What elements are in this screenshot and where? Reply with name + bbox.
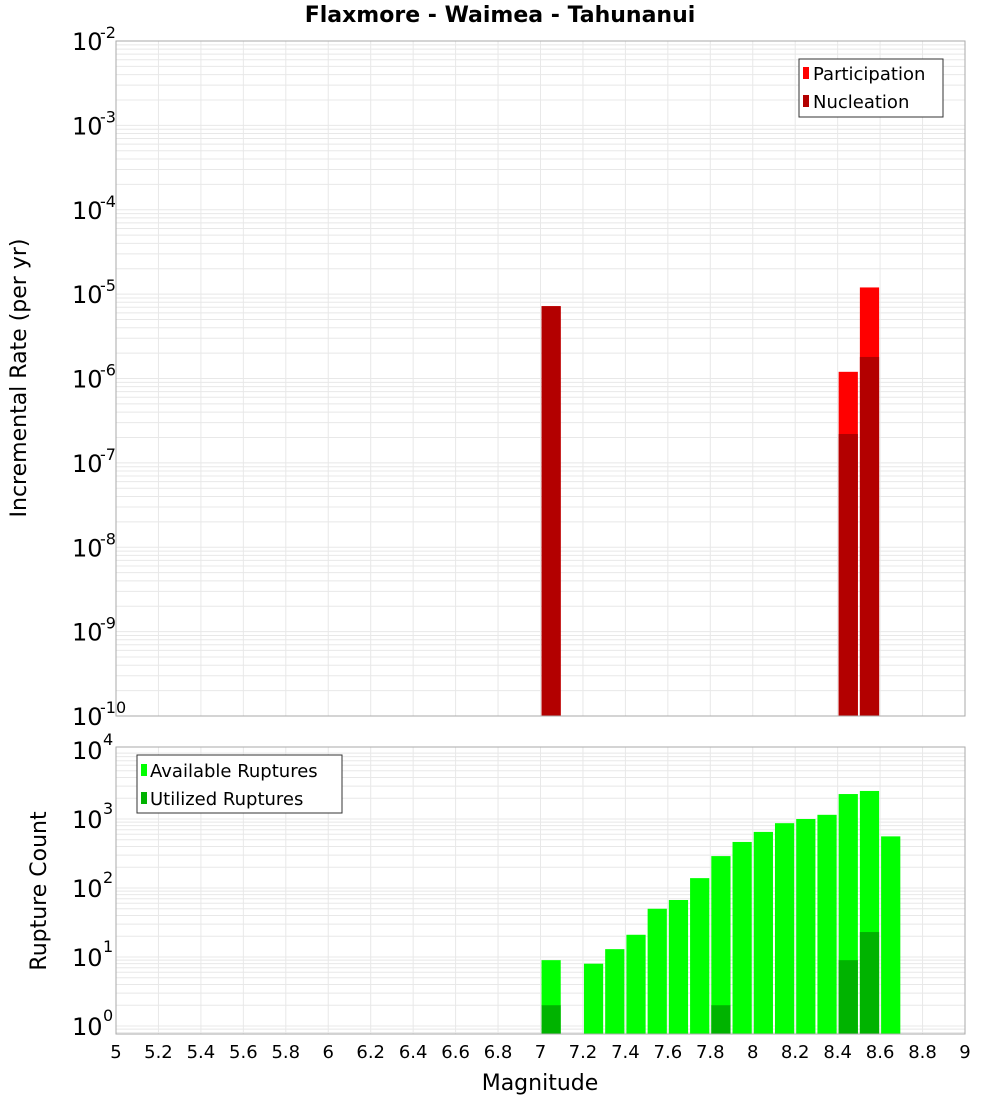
available-swatch (141, 764, 147, 776)
svg-text:10: 10 (72, 197, 103, 225)
svg-text:5.4: 5.4 (187, 1042, 216, 1063)
svg-text:6.6: 6.6 (441, 1042, 470, 1063)
svg-text:7.8: 7.8 (696, 1042, 725, 1063)
svg-text:7: 7 (535, 1042, 546, 1063)
svg-text:5.6: 5.6 (229, 1042, 258, 1063)
svg-text:10: 10 (72, 703, 103, 731)
svg-text:9: 9 (959, 1042, 970, 1063)
rupture-count-plot: 104103102101100 Rupture Count Available … (27, 730, 965, 1041)
svg-text:8.6: 8.6 (866, 1042, 895, 1063)
legend-utilized: Utilized Ruptures (150, 789, 303, 810)
svg-text:5.8: 5.8 (271, 1042, 300, 1063)
count-y-axis-label: Rupture Count (27, 811, 52, 971)
svg-text:4: 4 (103, 730, 113, 749)
x-axis-ticks: 5 5.2 5.4 5.6 5.8 6 6.2 6.4 6.6 6.8 7 7.2 7.4 7.6 7.8 8… (110, 1042, 970, 1063)
svg-text:-5: -5 (100, 276, 116, 295)
count-bar (881, 836, 900, 1034)
count-bar (839, 960, 858, 1034)
count-bar (775, 823, 794, 1034)
rate-legend: Participation Nucleation (799, 59, 943, 117)
count-bar (669, 900, 688, 1034)
count-bar (754, 832, 773, 1034)
count-bar (648, 909, 667, 1034)
rate-bar (839, 434, 858, 716)
count-bar (584, 964, 603, 1034)
svg-text:2: 2 (103, 868, 113, 887)
svg-text:5.2: 5.2 (144, 1042, 173, 1063)
rate-y-axis-label: Incremental Rate (per yr) (7, 239, 32, 518)
svg-text:6: 6 (323, 1042, 334, 1063)
x-axis-label: Magnitude (482, 1071, 599, 1096)
participation-swatch (803, 67, 809, 79)
svg-text:8.2: 8.2 (781, 1042, 810, 1063)
nucleation-swatch (803, 95, 809, 107)
count-bar (605, 949, 624, 1034)
rate-plot: 10-210-310-410-510-610-710-810-910-10 In… (7, 23, 965, 731)
svg-text:10: 10 (72, 450, 103, 478)
svg-text:10: 10 (72, 281, 103, 309)
svg-text:-2: -2 (100, 23, 116, 42)
legend-participation: Participation (813, 64, 925, 85)
svg-text:6.4: 6.4 (399, 1042, 428, 1063)
svg-text:-8: -8 (100, 529, 116, 548)
svg-text:1: 1 (103, 937, 113, 956)
svg-text:6.8: 6.8 (484, 1042, 513, 1063)
svg-text:-10: -10 (100, 698, 126, 717)
svg-text:5: 5 (110, 1042, 121, 1063)
svg-text:10: 10 (72, 366, 103, 394)
svg-text:10: 10 (72, 534, 103, 562)
count-bar (733, 842, 752, 1034)
svg-text:7.6: 7.6 (654, 1042, 683, 1063)
count-bar (711, 1005, 730, 1034)
svg-text:-7: -7 (100, 445, 116, 464)
count-bar (690, 878, 709, 1034)
chart-figure: Flaxmore - Waimea - Tahunanui 10-210-310… (0, 0, 1000, 1100)
svg-text:10: 10 (72, 1013, 103, 1041)
svg-text:-6: -6 (100, 361, 116, 380)
svg-text:8: 8 (747, 1042, 758, 1063)
legend-nucleation: Nucleation (813, 92, 909, 113)
rate-bar (542, 306, 561, 716)
svg-text:10: 10 (72, 28, 103, 56)
svg-text:-9: -9 (100, 614, 116, 633)
svg-text:6.2: 6.2 (356, 1042, 385, 1063)
svg-text:3: 3 (103, 799, 113, 818)
svg-text:7.4: 7.4 (611, 1042, 640, 1063)
svg-text:0: 0 (103, 1006, 113, 1025)
count-bar (796, 819, 815, 1034)
count-bar (626, 935, 645, 1034)
utilized-swatch (141, 792, 147, 804)
count-bar (817, 815, 836, 1034)
legend-available: Available Ruptures (150, 761, 318, 782)
svg-text:10: 10 (72, 737, 103, 765)
rate-bar (860, 357, 879, 716)
chart-title: Flaxmore - Waimea - Tahunanui (305, 3, 696, 28)
svg-text:-4: -4 (100, 192, 116, 211)
svg-text:10: 10 (72, 944, 103, 972)
svg-text:10: 10 (72, 619, 103, 647)
svg-text:-3: -3 (100, 107, 116, 126)
svg-text:10: 10 (72, 112, 103, 140)
svg-text:8.4: 8.4 (823, 1042, 852, 1063)
svg-text:8.8: 8.8 (908, 1042, 937, 1063)
count-bar (542, 1005, 561, 1034)
count-bar (860, 932, 879, 1034)
svg-text:7.2: 7.2 (569, 1042, 598, 1063)
svg-text:10: 10 (72, 875, 103, 903)
svg-text:10: 10 (72, 806, 103, 834)
count-legend: Available Ruptures Utilized Ruptures (137, 755, 342, 813)
